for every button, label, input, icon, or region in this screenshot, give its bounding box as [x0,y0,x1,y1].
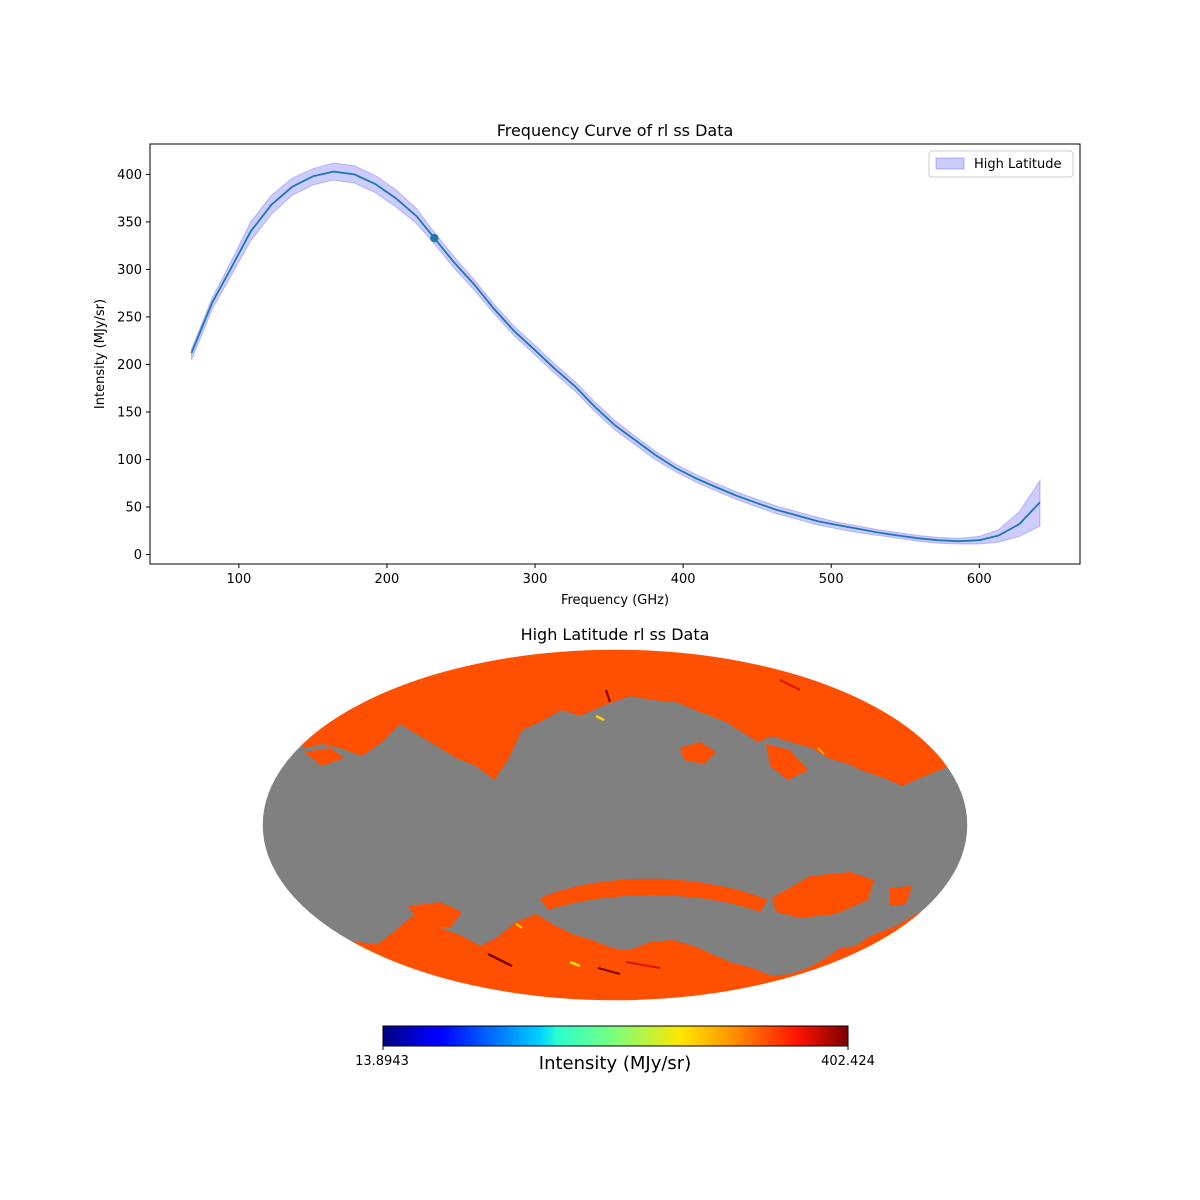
speckle-dark [487,952,513,968]
y-tick-label: 100 [117,453,142,468]
south-patch [890,886,912,906]
north-high-latitude-region [262,649,968,786]
south-patch [772,872,874,918]
highlight-point [430,233,439,243]
x-tick-label: 300 [523,572,548,587]
colorbar: 13.8943 402.424 Intensity (MJy/sr) [355,1025,875,1074]
speckle-dark [597,967,621,975]
y-axis-label: Intensity (MJy/sr) [93,299,108,409]
y-tick-label: 250 [117,310,142,325]
speckle-red [625,961,661,969]
x-tick-label: 500 [819,572,844,587]
south-arc-band [540,878,768,912]
uncertainty-band [191,162,1041,545]
legend: High Latitude [928,150,1074,178]
colorbar-max-label: 402.424 [821,1054,875,1069]
y-tick-label: 350 [117,215,142,230]
sky-map: High Latitude rl ss Data [261,625,969,1002]
y-tick-label: 50 [125,500,142,515]
x-axis-label: Frequency (GHz) [561,593,669,608]
x-ticks: 100 200 300 400 500 600 [226,564,992,587]
y-tick-label: 400 [117,168,142,183]
y-tick-label: 300 [117,263,142,278]
legend-box [928,150,1074,178]
map-title: High Latitude rl ss Data [521,625,710,644]
speckle-yellow [817,747,825,755]
y-tick-label: 150 [117,405,142,420]
south-high-latitude-region [262,890,968,1001]
y-tick-label: 200 [117,358,142,373]
north-patch [304,748,344,766]
x-tick-label: 400 [671,572,696,587]
mollweide-projection [262,649,968,1001]
band-area [191,162,1041,545]
x-tick-label: 200 [375,572,400,587]
y-tick-label: 0 [134,548,142,563]
plot-frame [149,143,1081,565]
marker-layer [430,233,439,243]
legend-swatch [935,157,965,170]
north-patch [680,742,716,764]
speckle-yellow [595,714,605,722]
y-ticks: 0 50 100 150 200 250 300 350 400 [117,168,150,563]
x-tick-label: 600 [967,572,992,587]
map-outline [261,648,969,1002]
colorbar-min-label: 13.8943 [355,1054,409,1069]
series-line [190,170,1041,543]
x-tick-label: 100 [226,572,251,587]
colorbar-gradient [382,1025,849,1047]
series-line-layer [190,170,1041,543]
colorbar-label: Intensity (MJy/sr) [539,1053,691,1074]
legend-label: High Latitude [974,157,1062,172]
speckle-yellow [515,923,523,929]
speckle-yellow [569,960,581,968]
speckle-red [779,679,801,691]
south-patch [408,902,462,928]
north-patch [766,744,808,780]
frequency-curve-chart: Frequency Curve of rl ss Data 100 200 300 4… [93,121,1081,608]
speckle-dark [605,689,611,703]
line-chart-title: Frequency Curve of rl ss Data [497,121,734,140]
